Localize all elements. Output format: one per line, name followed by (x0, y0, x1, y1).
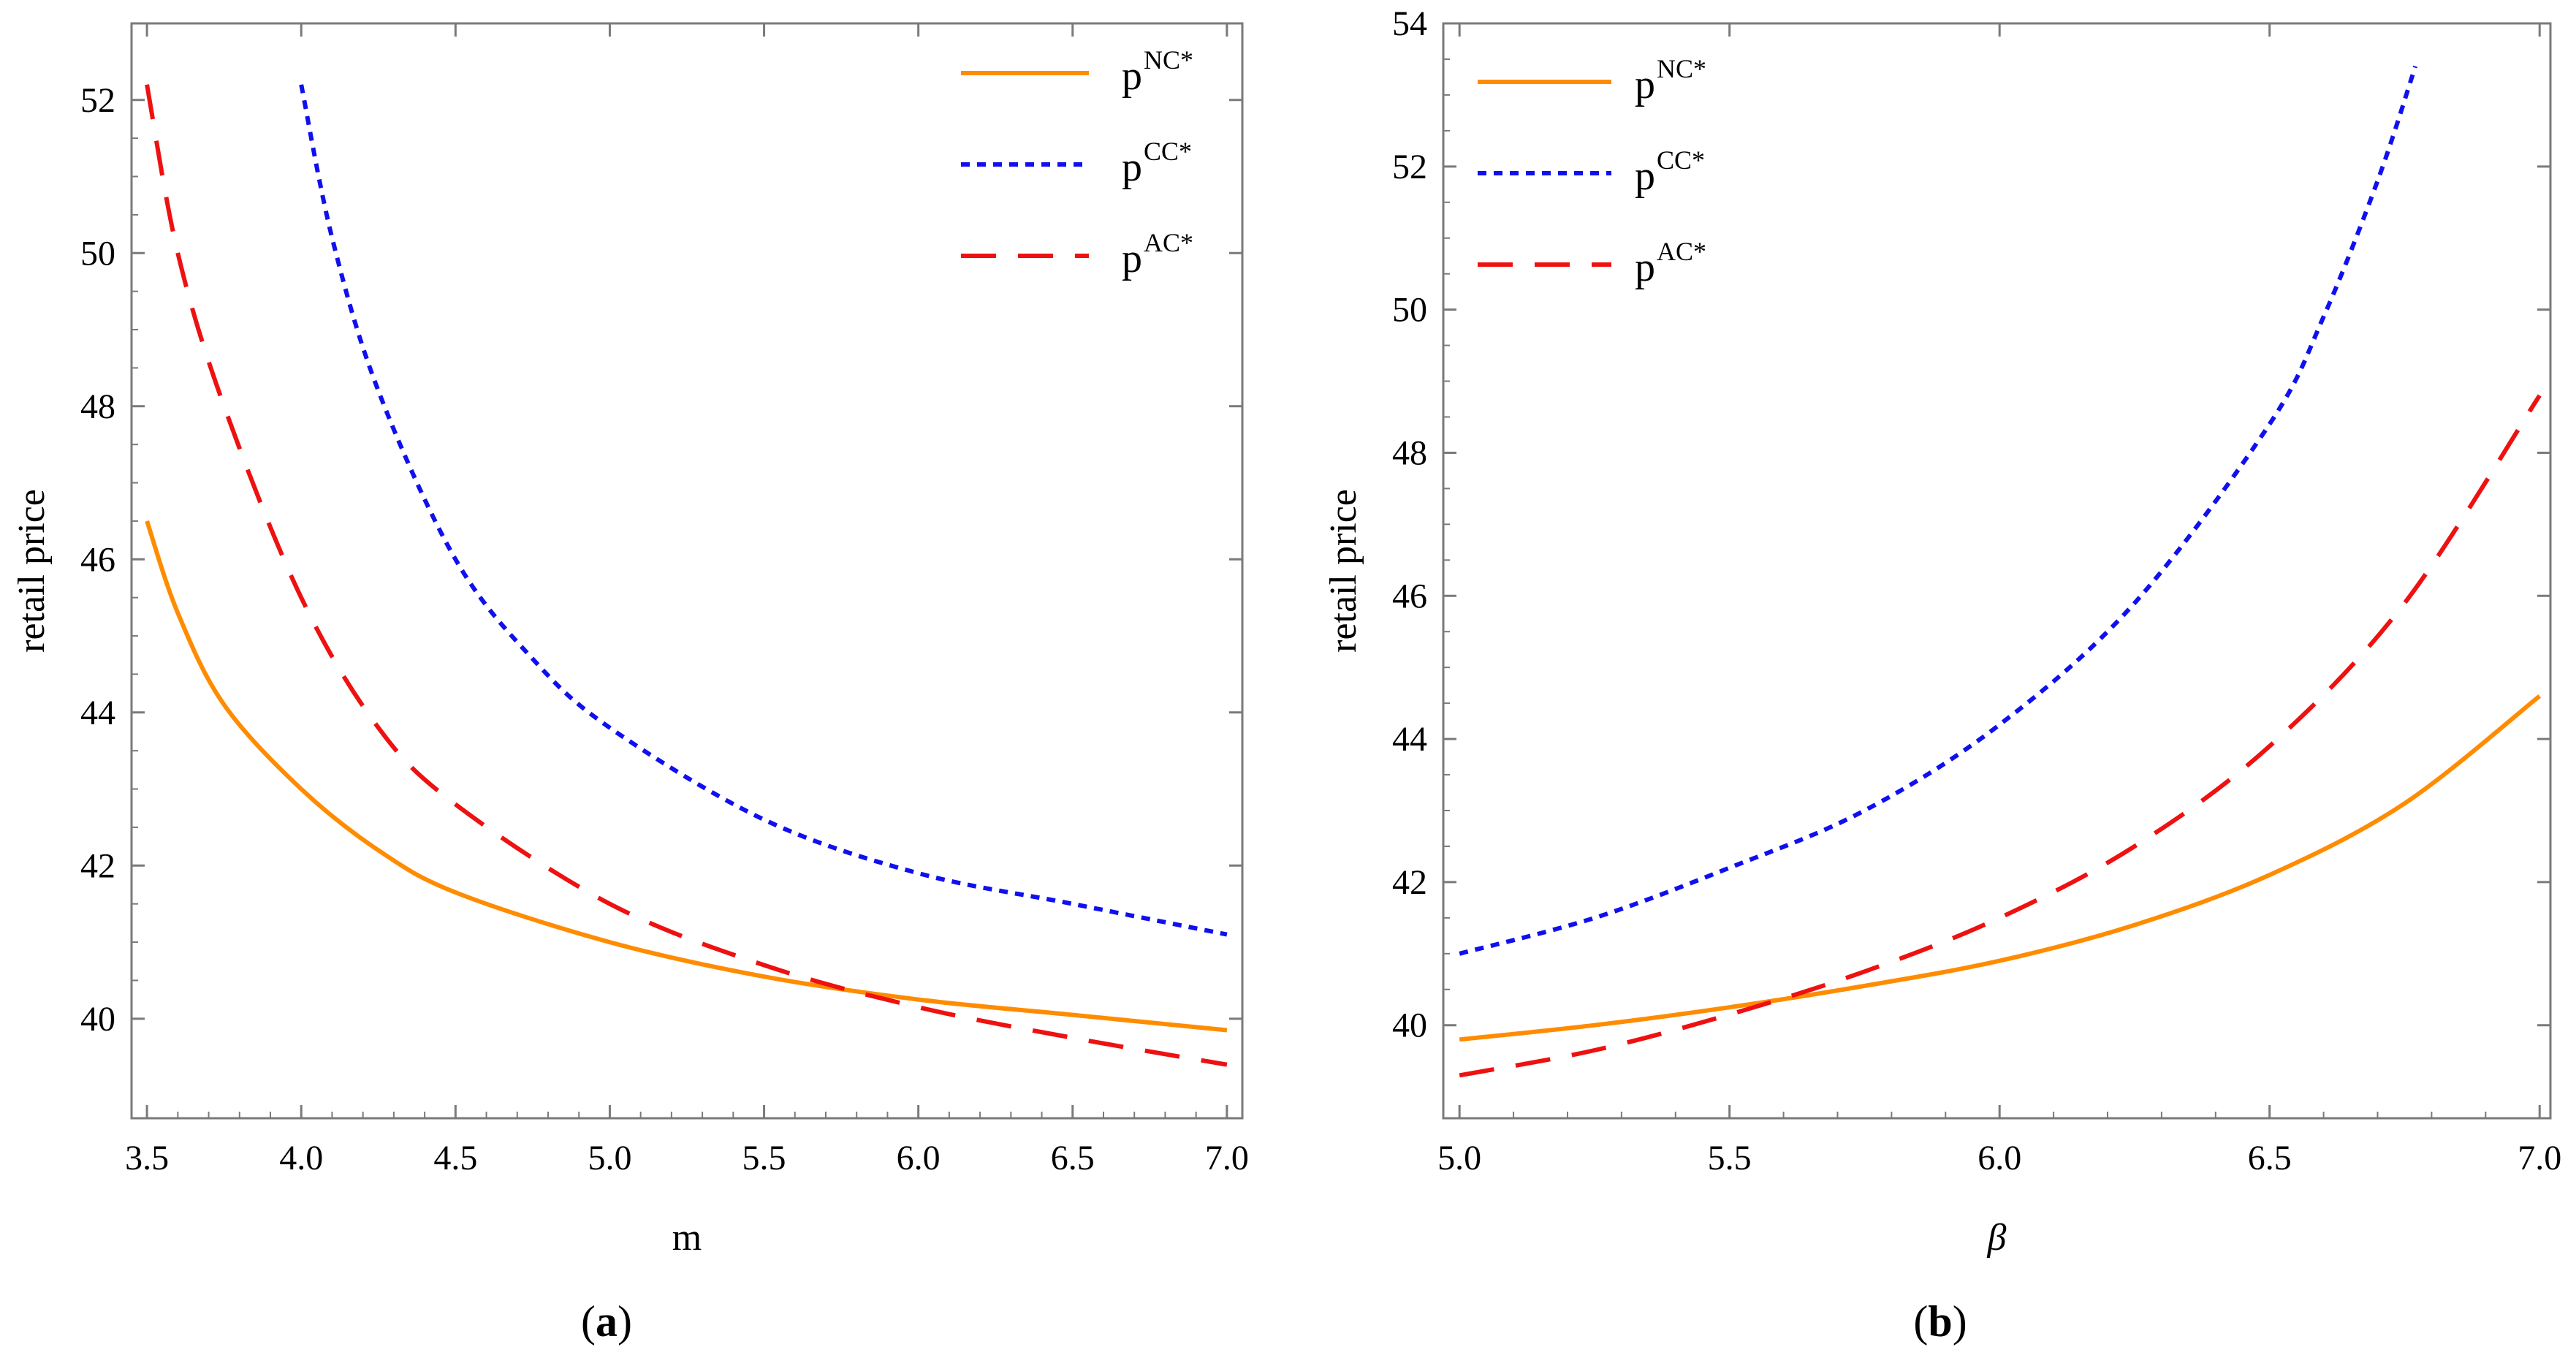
legend-label-ac: pAC* (1122, 228, 1193, 281)
x-tick-label: 7.0 (1205, 1139, 1249, 1177)
panel-caption: (a) (581, 1297, 632, 1346)
series-line-cc (299, 84, 1228, 937)
chart-panel-a: 3.5 4.0 4.5 5.0 5.5 6.0 6.5 7.0 40 42 44 46 48 50 52 m r… (11, 22, 1249, 1346)
y-tick-label: 42 (1392, 863, 1427, 902)
legend-label-base: p (1635, 245, 1655, 290)
x-tick-label: 6.5 (2248, 1139, 2292, 1177)
y-tick-label: 44 (80, 694, 115, 732)
legend-label-nc: pNC* (1122, 45, 1193, 99)
chart-panel-b: 5.0 5.5 6.0 6.5 7.0 40 42 44 46 48 50 52 54 β retail p… (1323, 4, 2561, 1346)
x-tick-label: 7.0 (2518, 1139, 2561, 1177)
y-tick-label: 44 (1392, 720, 1427, 759)
legend-label-superscript: AC* (1657, 237, 1706, 266)
x-axis-title: m (672, 1217, 702, 1259)
legend-label-base: p (1122, 145, 1142, 190)
y-tick-label: 52 (80, 81, 115, 120)
legend-label-base: p (1122, 53, 1142, 99)
series-line-nc (145, 520, 1228, 1033)
x-tick-label: 5.5 (742, 1139, 786, 1177)
y-axis-title: retail price (11, 489, 53, 653)
legend-label-superscript: CC* (1144, 137, 1192, 166)
series-line-nc (1459, 694, 2542, 1042)
plot-frame (1442, 22, 2552, 1120)
y-tick-label: 50 (80, 234, 115, 273)
x-tick-label: 5.5 (1708, 1139, 1752, 1177)
panel-caption: (b) (1913, 1297, 1967, 1346)
legend-label-superscript: AC* (1144, 228, 1193, 257)
legend-label-base: p (1122, 236, 1142, 281)
legend-label-cc: pCC* (1635, 145, 1705, 199)
y-tick-label: 48 (80, 387, 115, 426)
y-tick-label: 40 (1392, 1006, 1427, 1045)
series-line-ac (145, 84, 1228, 1067)
x-tick-label: 5.0 (588, 1139, 631, 1177)
x-tick-label: 3.5 (125, 1139, 169, 1177)
legend-label-superscript: NC* (1657, 54, 1706, 83)
y-tick-label: 46 (80, 540, 115, 579)
legend-label-superscript: NC* (1144, 45, 1193, 75)
legend-label-base: p (1635, 153, 1655, 199)
legend-label-nc: pNC* (1635, 54, 1706, 107)
legend-label-superscript: CC* (1657, 145, 1705, 175)
x-tick-label: 6.0 (1977, 1139, 2021, 1177)
series-line-ac (1459, 394, 2542, 1078)
x-tick-label: 5.0 (1437, 1139, 1481, 1177)
panel-caption-letter: b (1928, 1297, 1952, 1346)
x-tick-label: 4.0 (279, 1139, 323, 1177)
legend-label-ac: pAC* (1635, 237, 1706, 290)
y-tick-label: 42 (80, 846, 115, 885)
y-axis-title: retail price (1323, 489, 1364, 653)
y-tick-label: 48 (1392, 433, 1427, 472)
y-tick-label: 50 (1392, 291, 1427, 330)
y-tick-label: 52 (1392, 148, 1427, 186)
plot-frame (130, 22, 1244, 1120)
x-axis-title: β (1987, 1217, 2007, 1259)
x-tick-label: 6.0 (897, 1139, 941, 1177)
panel-caption-letter: a (596, 1297, 618, 1346)
legend-label-cc: pCC* (1122, 137, 1192, 190)
y-tick-label: 40 (80, 1000, 115, 1039)
x-tick-label: 4.5 (433, 1139, 477, 1177)
y-tick-label: 46 (1392, 577, 1427, 615)
y-tick-label: 54 (1392, 4, 1427, 43)
x-tick-label: 6.5 (1051, 1139, 1095, 1177)
series-line-cc (1459, 65, 2418, 956)
legend-label-base: p (1635, 62, 1655, 107)
